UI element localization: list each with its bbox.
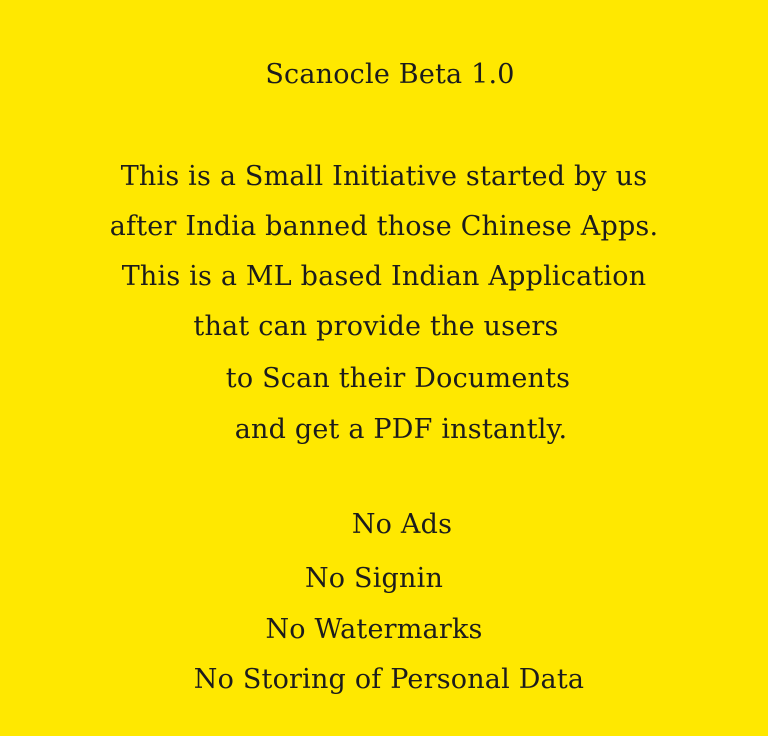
feature-no-ads: No Ads (351, 509, 453, 540)
about-line-5: to Scan their Documents (225, 363, 571, 394)
app-title: Scanocle Beta 1.0 (265, 59, 515, 90)
about-line-4: that can provide the users (193, 311, 559, 342)
about-line-1: This is a Small Initiative started by us (120, 161, 648, 192)
about-line-3: This is a ML based Indian Application (121, 261, 647, 292)
feature-no-watermarks: No Watermarks (265, 614, 483, 645)
feature-no-data-storing: No Storing of Personal Data (193, 664, 585, 695)
about-line-2: after India banned those Chinese Apps. (109, 211, 659, 242)
about-line-6: and get a PDF instantly. (234, 414, 568, 445)
feature-no-signin: No Signin (304, 563, 444, 594)
